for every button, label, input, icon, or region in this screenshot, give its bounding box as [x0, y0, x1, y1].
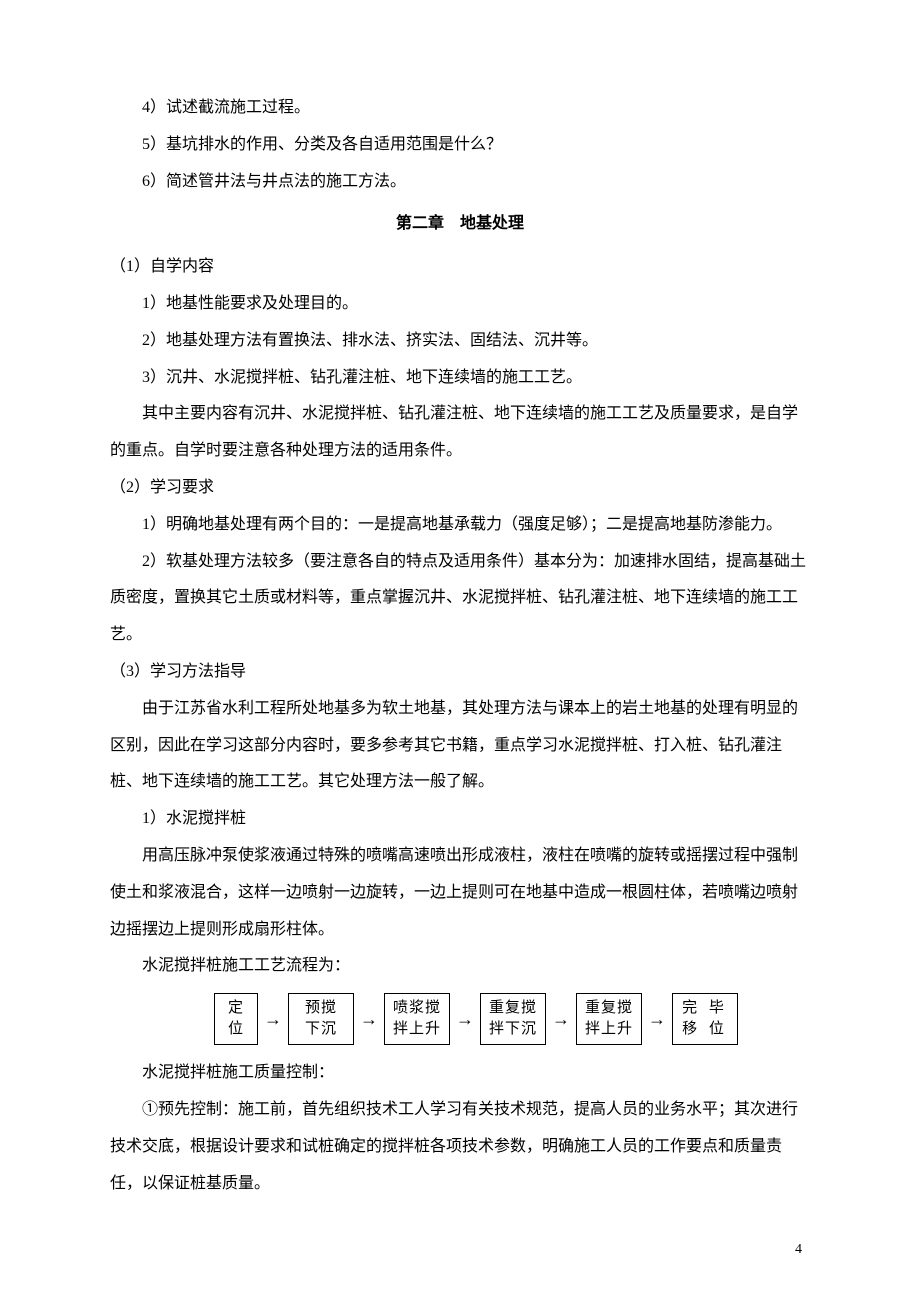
flowchart-label: 水泥搅拌桩施工工艺流程为：	[110, 948, 810, 985]
flow-arrow-icon: →	[358, 1010, 380, 1028]
section-3-paragraph-1: 由于江苏省水利工程所处地基多为软土地基，其处理方法与课本上的岩土地基的处理有明显…	[110, 691, 810, 801]
section-1-item-3: 3）沉井、水泥搅拌桩、钻孔灌注桩、地下连续墙的施工工艺。	[110, 360, 810, 397]
flow-arrow-icon: →	[550, 1010, 572, 1028]
flow-node-2: 预搅 下沉	[288, 993, 354, 1045]
qc-item-1: ①预先控制：施工前，首先组织技术工人学习有关技术规范，提高人员的业务水平；其次进…	[110, 1092, 810, 1202]
flow-arrow-icon: →	[262, 1010, 284, 1028]
flow-node-1: 定 位	[214, 993, 258, 1045]
section-1-paragraph: 其中主要内容有沉井、水泥搅拌桩、钻孔灌注桩、地下连续墙的施工工艺及质量要求，是自…	[110, 396, 810, 470]
chapter-title: 第二章 地基处理	[110, 206, 810, 243]
section-3-heading: （3）学习方法指导	[110, 654, 810, 691]
flow-arrow-icon: →	[646, 1010, 668, 1028]
flow-node-3: 喷浆搅 拌上升	[384, 993, 450, 1045]
page-number: 4	[795, 1234, 802, 1266]
flow-node-6: 完 毕 移 位	[672, 993, 738, 1045]
question-5: 5）基坑排水的作用、分类及各自适用范围是什么？	[110, 127, 810, 164]
section-3-sub-1-heading: 1）水泥搅拌桩	[110, 801, 810, 838]
qc-heading: 水泥搅拌桩施工质量控制：	[110, 1055, 810, 1092]
question-6: 6）简述管井法与井点法的施工方法。	[110, 164, 810, 201]
section-1-heading: （1）自学内容	[110, 249, 810, 286]
section-1-item-2: 2）地基处理方法有置换法、排水法、挤实法、固结法、沉井等。	[110, 323, 810, 360]
flow-arrow-icon: →	[454, 1010, 476, 1028]
question-4: 4）试述截流施工过程。	[110, 90, 810, 127]
section-1-item-1: 1）地基性能要求及处理目的。	[110, 286, 810, 323]
section-2-item-1: 1）明确地基处理有两个目的：一是提高地基承载力（强度足够）；二是提高地基防渗能力…	[110, 507, 810, 544]
flow-node-5: 重复搅 拌上升	[576, 993, 642, 1045]
flow-node-4: 重复搅 拌下沉	[480, 993, 546, 1045]
flowchart: 定 位 → 预搅 下沉 → 喷浆搅 拌上升 → 重复搅 拌下沉 → 重复搅 拌上…	[142, 993, 810, 1045]
section-3-sub-1-paragraph: 用高压脉冲泵使浆液通过特殊的喷嘴高速喷出形成液柱，液柱在喷嘴的旋转或摇摆过程中强…	[110, 838, 810, 948]
section-2-heading: （2）学习要求	[110, 470, 810, 507]
section-2-item-2: 2）软基处理方法较多（要注意各自的特点及适用条件）基本分为：加速排水固结，提高基…	[110, 544, 810, 654]
